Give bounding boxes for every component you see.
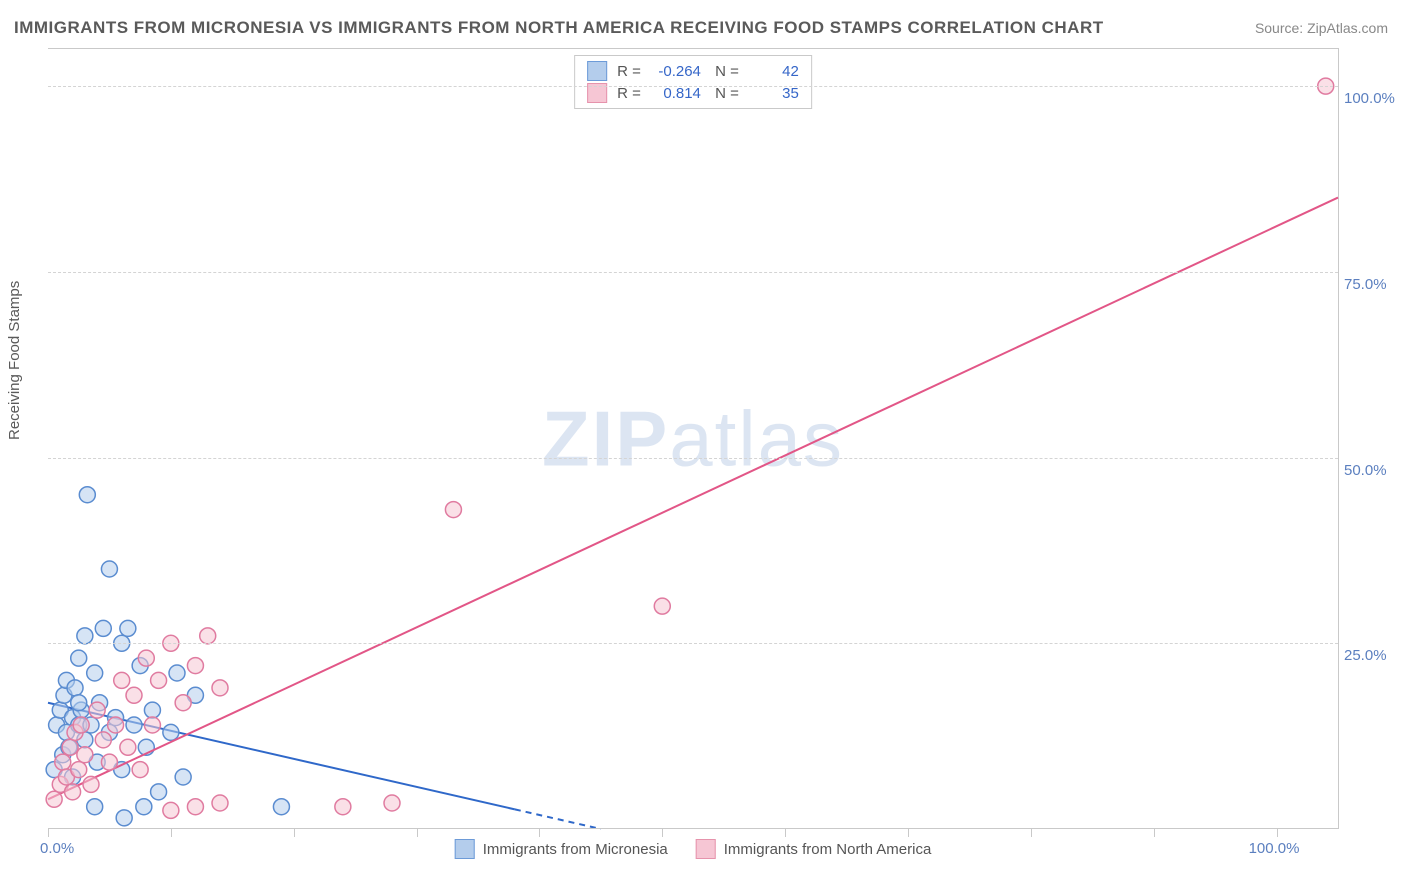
x-tick xyxy=(48,829,49,837)
gridline xyxy=(48,643,1338,644)
y-axis-label: Receiving Food Stamps xyxy=(6,281,23,440)
chart-title: IMMIGRANTS FROM MICRONESIA VS IMMIGRANTS… xyxy=(14,18,1104,38)
legend-n-label: N = xyxy=(711,63,739,80)
legend-r-label: R = xyxy=(617,63,641,80)
data-point xyxy=(384,795,400,811)
legend-item-1: Immigrants from Micronesia xyxy=(455,839,668,859)
data-point xyxy=(120,739,136,755)
data-point xyxy=(101,754,117,770)
data-point xyxy=(95,620,111,636)
data-point xyxy=(73,717,89,733)
data-point xyxy=(87,799,103,815)
x-tick xyxy=(294,829,295,837)
y-tick-label: 50.0% xyxy=(1344,462,1400,479)
x-axis xyxy=(48,828,1338,829)
data-point xyxy=(144,717,160,733)
data-point xyxy=(151,784,167,800)
x-tick xyxy=(785,829,786,837)
x-tick xyxy=(908,829,909,837)
data-point xyxy=(120,620,136,636)
data-point xyxy=(55,754,71,770)
data-point xyxy=(169,665,185,681)
data-point xyxy=(77,628,93,644)
legend-label: Immigrants from North America xyxy=(724,841,932,858)
source-link[interactable]: ZipAtlas.com xyxy=(1307,20,1388,36)
data-point xyxy=(144,702,160,718)
data-point xyxy=(126,687,142,703)
data-point xyxy=(89,702,105,718)
data-point xyxy=(335,799,351,815)
data-point xyxy=(175,769,191,785)
scatter-plot-svg xyxy=(48,49,1338,829)
data-point xyxy=(136,799,152,815)
data-point xyxy=(46,791,62,807)
swatch-icon xyxy=(587,61,607,81)
data-point xyxy=(187,799,203,815)
data-point xyxy=(62,739,78,755)
data-point xyxy=(151,672,167,688)
x-tick-label: 100.0% xyxy=(1249,840,1300,857)
data-point xyxy=(175,695,191,711)
x-tick xyxy=(171,829,172,837)
y-tick-label: 100.0% xyxy=(1344,90,1400,107)
source-attribution: Source: ZipAtlas.com xyxy=(1255,20,1388,36)
data-point xyxy=(200,628,216,644)
data-point xyxy=(71,650,87,666)
legend-item-2: Immigrants from North America xyxy=(696,839,932,859)
chart-plot-area: ZIPatlas R = -0.264 N = 42 R = 0.814 N =… xyxy=(48,48,1339,829)
x-tick xyxy=(417,829,418,837)
data-point xyxy=(101,561,117,577)
data-point xyxy=(95,732,111,748)
data-point xyxy=(79,487,95,503)
x-tick-label: 0.0% xyxy=(40,840,74,857)
swatch-icon xyxy=(455,839,475,859)
data-point xyxy=(116,810,132,826)
data-point xyxy=(445,502,461,518)
data-point xyxy=(132,762,148,778)
x-tick xyxy=(1031,829,1032,837)
data-point xyxy=(187,658,203,674)
x-tick xyxy=(662,829,663,837)
x-tick xyxy=(1154,829,1155,837)
gridline xyxy=(48,272,1338,273)
data-point xyxy=(163,724,179,740)
data-point xyxy=(654,598,670,614)
y-tick-label: 25.0% xyxy=(1344,647,1400,664)
data-point xyxy=(114,672,130,688)
series-legend: Immigrants from Micronesia Immigrants fr… xyxy=(455,839,932,859)
data-point xyxy=(77,747,93,763)
x-tick xyxy=(539,829,540,837)
swatch-icon xyxy=(696,839,716,859)
data-point xyxy=(108,717,124,733)
data-point xyxy=(87,665,103,681)
data-point xyxy=(65,784,81,800)
source-label: Source: xyxy=(1255,20,1303,36)
data-point xyxy=(71,762,87,778)
data-point xyxy=(83,776,99,792)
data-point xyxy=(126,717,142,733)
data-point xyxy=(138,650,154,666)
legend-label: Immigrants from Micronesia xyxy=(483,841,668,858)
data-point xyxy=(67,680,83,696)
legend-row-series-1: R = -0.264 N = 42 xyxy=(587,60,799,82)
data-point xyxy=(163,802,179,818)
legend-n-value: 42 xyxy=(749,63,799,80)
gridline xyxy=(48,86,1338,87)
data-point xyxy=(212,795,228,811)
data-point xyxy=(71,695,87,711)
legend-r-value: -0.264 xyxy=(651,63,701,80)
data-point xyxy=(212,680,228,696)
correlation-legend: R = -0.264 N = 42 R = 0.814 N = 35 xyxy=(574,55,812,109)
x-tick xyxy=(1277,829,1278,837)
gridline xyxy=(48,458,1338,459)
data-point xyxy=(273,799,289,815)
y-tick-label: 75.0% xyxy=(1344,276,1400,293)
